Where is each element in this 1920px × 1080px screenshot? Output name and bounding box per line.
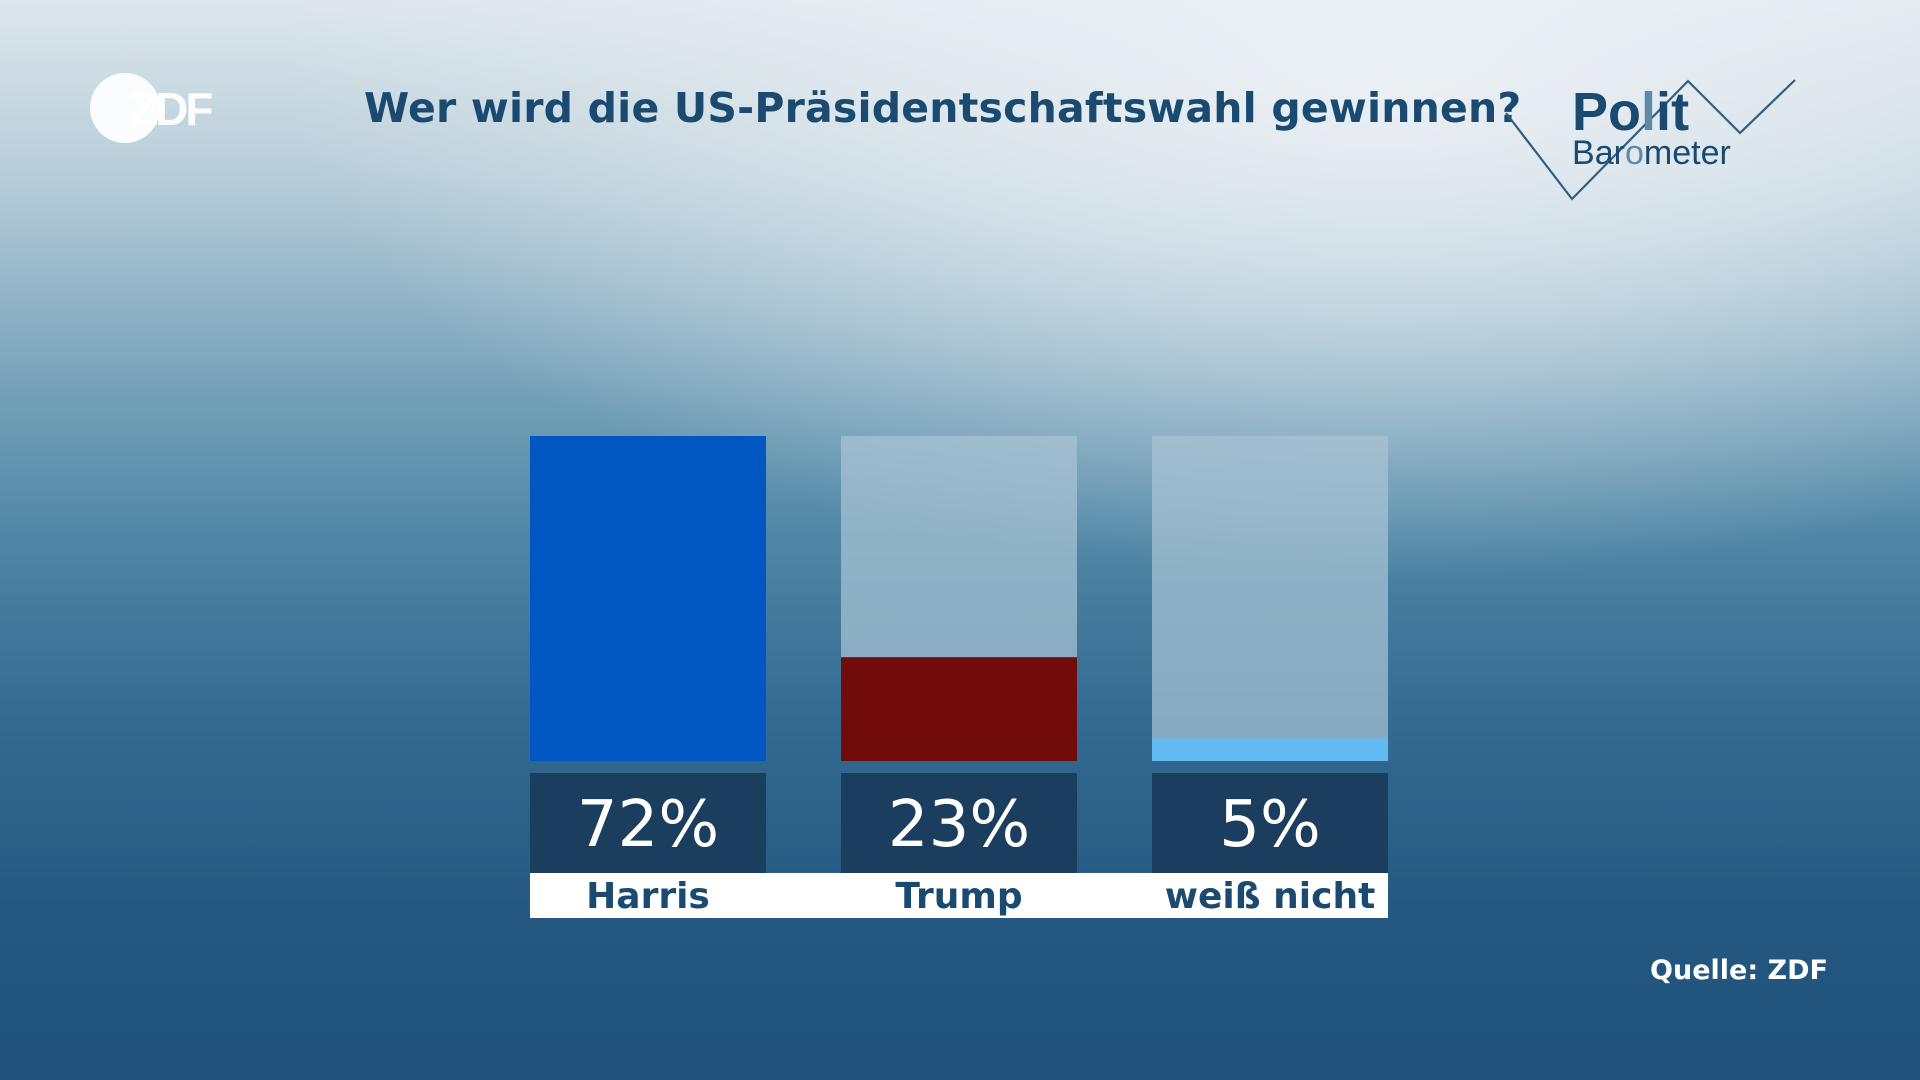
value-box (841, 773, 1077, 873)
category-label: Trump (895, 876, 1022, 917)
trend-line-icon (1505, 79, 1796, 201)
data-label: 23% (888, 788, 1030, 862)
bar-track (1152, 436, 1388, 761)
politbarometer-logo: Polit Barometer (1500, 75, 1800, 205)
data-label: 5% (1219, 788, 1321, 862)
value-box (530, 773, 766, 873)
category-label-box (530, 873, 766, 918)
chart-title: Wer wird die US-Präsidentschaftswahl gew… (364, 84, 1522, 132)
value-box (1152, 773, 1388, 873)
zdf-logo: ZDF (90, 73, 215, 143)
bar-harris (530, 436, 766, 761)
category-label: Harris (586, 876, 710, 917)
category-label-box (1152, 873, 1388, 918)
bar-wei-nicht (1152, 738, 1388, 761)
source-note: Quelle: ZDF (1650, 955, 1828, 986)
category-label: weiß nicht (1165, 876, 1376, 917)
brand-line1: Polit (1572, 82, 1690, 142)
data-label: 72% (577, 788, 719, 862)
brand-line2: Barometer (1572, 134, 1731, 172)
svg-text:ZDF: ZDF (130, 83, 212, 135)
category-label-box (841, 873, 1077, 918)
bar-trump (841, 657, 1077, 761)
